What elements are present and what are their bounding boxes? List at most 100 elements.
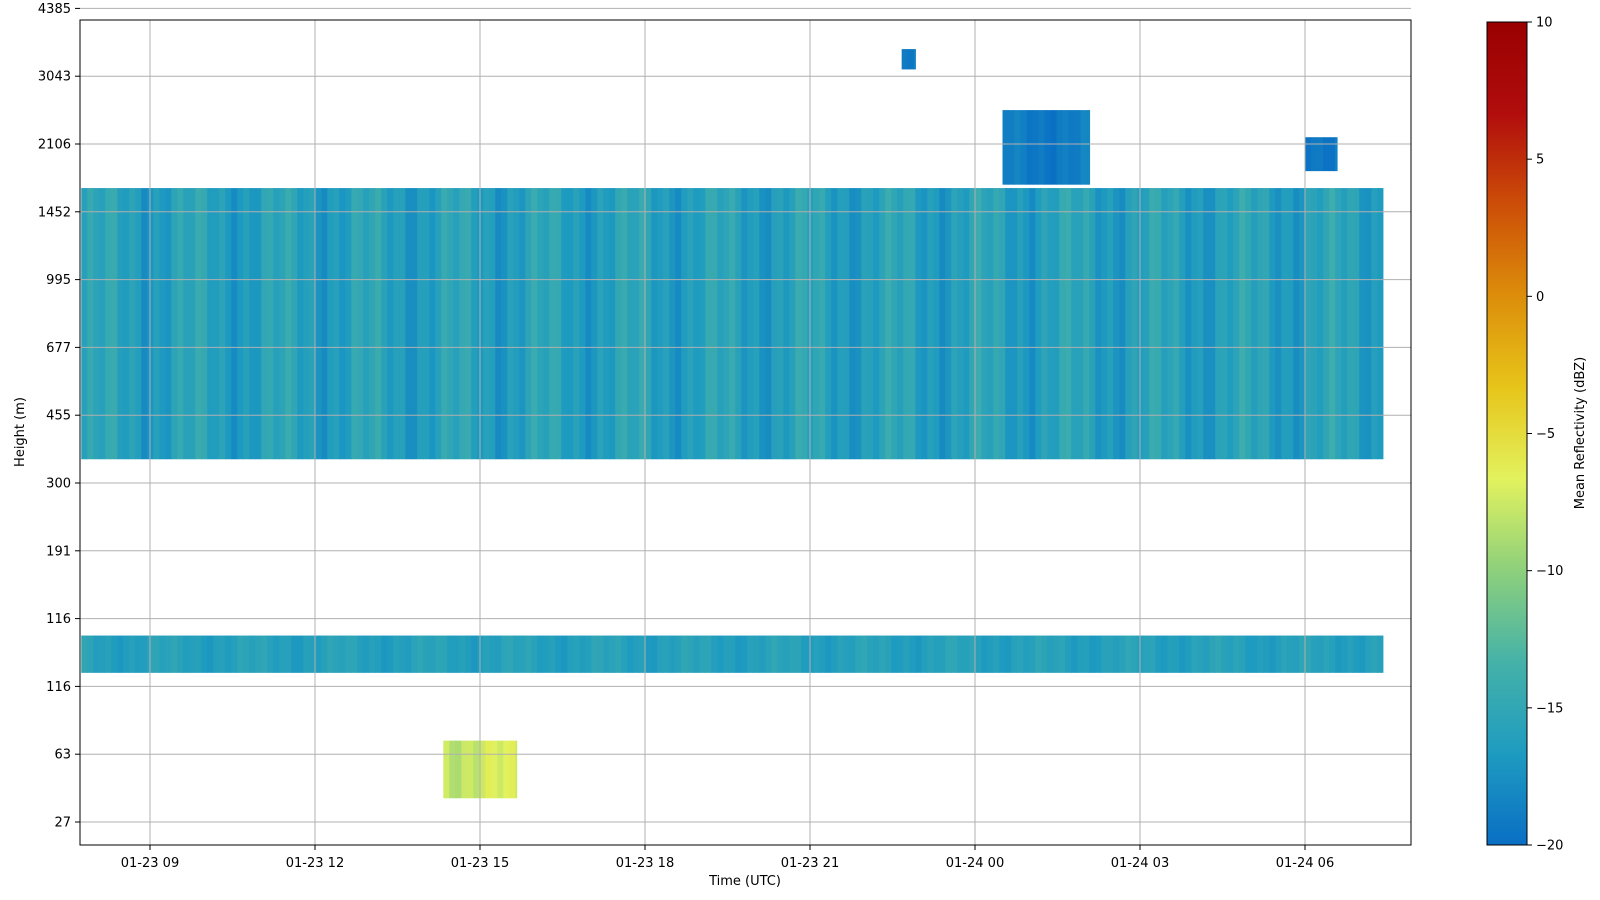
heatmap-cell: [507, 188, 514, 460]
heatmap-cell: [111, 188, 118, 460]
heatmap-cell: [81, 188, 88, 460]
heatmap-cell: [813, 635, 820, 673]
heatmap-cell: [1065, 188, 1072, 460]
heatmap-cell: [195, 188, 202, 460]
heatmap-cell: [531, 188, 538, 460]
heatmap-cell: [1074, 110, 1081, 185]
heatmap-cell: [711, 188, 718, 460]
heatmap-cell: [471, 188, 478, 460]
heatmap-cell: [339, 188, 346, 460]
heatmap-cell: [1275, 635, 1282, 673]
heatmap-cell: [1179, 635, 1186, 673]
heatmap-cell: [1155, 188, 1162, 460]
heatmap-cell: [825, 635, 832, 673]
heatmap-cell: [1041, 188, 1048, 460]
heatmap-cell: [1071, 635, 1078, 673]
heatmap-cell: [249, 635, 256, 673]
heatmap-cell: [1287, 188, 1294, 460]
heatmap-cell: [393, 188, 400, 460]
heatmap-cell: [723, 188, 730, 460]
heatmap-cell: [105, 635, 112, 673]
heatmap-cell: [375, 635, 382, 673]
heatmap-cell: [531, 635, 538, 673]
heatmap-cell: [165, 635, 172, 673]
heatmap-cell: [473, 740, 480, 799]
heatmap-cell: [795, 635, 802, 673]
heatmap-cell: [633, 635, 640, 673]
heatmap-cell: [231, 188, 238, 460]
heatmap-cell: [861, 635, 868, 673]
heatmap-cell: [1293, 635, 1300, 673]
heatmap-cell: [1107, 635, 1114, 673]
heatmap-cell: [885, 188, 892, 460]
heatmap-cell: [981, 635, 988, 673]
heatmap-cell: [729, 635, 736, 673]
heatmap-cell: [1245, 635, 1252, 673]
heatmap-cell: [1239, 635, 1246, 673]
heatmap-cell: [231, 635, 238, 673]
heatmap-cell: [975, 188, 982, 460]
heatmap-cell: [753, 188, 760, 460]
heatmap-cell: [153, 635, 160, 673]
heatmap-cell: [777, 635, 784, 673]
heatmap-cell: [723, 635, 730, 673]
heatmap-cell: [87, 188, 94, 460]
region-4: [1002, 110, 1091, 185]
heatmap-cell: [459, 188, 466, 460]
heatmap-cell: [537, 188, 544, 460]
heatmap-cell: [621, 635, 628, 673]
heatmap-cell: [789, 188, 796, 460]
heatmap-cell: [471, 635, 478, 673]
heatmap-cell: [165, 188, 172, 460]
heatmap-cell: [369, 188, 376, 460]
heatmap-cell: [627, 635, 634, 673]
heatmap-cell: [491, 740, 498, 799]
heatmap-cell: [1023, 188, 1030, 460]
heatmap-cell: [1311, 188, 1318, 460]
region-2: [443, 740, 518, 799]
heatmap-cell: [195, 635, 202, 673]
heatmap-cell: [1245, 188, 1252, 460]
heatmap-cell: [907, 49, 915, 70]
heatmap-cell: [891, 188, 898, 460]
heatmap-cell: [717, 635, 724, 673]
heatmap-cell: [1209, 188, 1216, 460]
colorbar-tick-label: −15: [1536, 701, 1563, 716]
heatmap-cell: [465, 635, 472, 673]
heatmap-cell: [957, 188, 964, 460]
heatmap-cell: [1335, 137, 1338, 172]
plot-frame: [79, 19, 1412, 846]
heatmap-cell: [345, 188, 352, 460]
heatmap-cell: [615, 635, 622, 673]
heatmap-cell: [567, 188, 574, 460]
heatmap-cell: [435, 635, 442, 673]
region-3: [901, 49, 916, 70]
heatmap-cell: [1095, 188, 1102, 460]
heatmap-cell: [621, 188, 628, 460]
heatmap-cell: [693, 635, 700, 673]
heatmap-cell: [1287, 635, 1294, 673]
heatmap-cell: [1179, 188, 1186, 460]
heatmap-cell: [267, 635, 274, 673]
heatmap-cell: [1347, 635, 1354, 673]
heatmap-cell: [1149, 188, 1156, 460]
heatmap-cell: [297, 635, 304, 673]
heatmap-cell: [1089, 188, 1096, 460]
heatmap-cell: [1197, 635, 1204, 673]
heatmap-cell: [645, 635, 652, 673]
heatmap-cell: [1239, 188, 1246, 460]
y-tick-label: 677: [46, 341, 71, 356]
heatmap-cell: [843, 635, 850, 673]
heatmap-cell: [489, 188, 496, 460]
heatmap-cell: [183, 188, 190, 460]
heatmap-cell: [585, 188, 592, 460]
heatmap-cell: [681, 188, 688, 460]
heatmap-cell: [555, 188, 562, 460]
heatmap-cell: [515, 740, 518, 799]
heatmap-cell: [123, 635, 130, 673]
heatmap-cell: [309, 188, 316, 460]
heatmap-cell: [765, 635, 772, 673]
heatmap-cell: [1005, 635, 1012, 673]
heatmap-cell: [1029, 635, 1036, 673]
heatmap-cell: [867, 635, 874, 673]
